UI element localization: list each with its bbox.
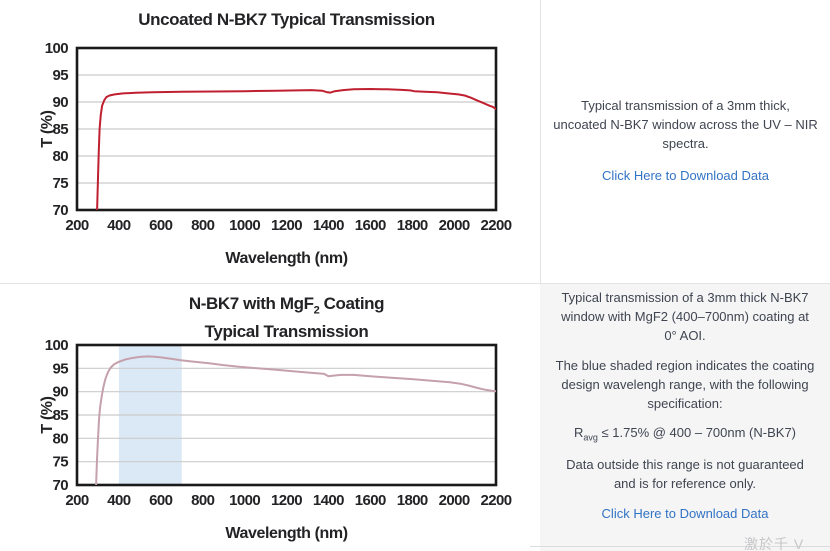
coated-title-part2: Coating <box>319 294 385 313</box>
coated-chart-title: N-BK7 with MgF2 Coating Typical Transmis… <box>77 293 496 342</box>
x-tick-label: 400 <box>107 217 130 234</box>
x-tick-label: 1800 <box>397 492 428 509</box>
x-tick-label: 1200 <box>271 492 302 509</box>
y-tick-label: 85 <box>53 121 69 138</box>
y-tick-label: 80 <box>53 430 69 447</box>
coating-spec: Ravg ≤ 1.75% @ 400 – 700nm (N-BK7) <box>574 424 796 445</box>
x-tick-label: 200 <box>65 492 88 509</box>
y-tick-label: 100 <box>45 340 68 354</box>
y-tick-label: 100 <box>45 40 68 57</box>
uncoated-download-link[interactable]: Click Here to Download Data <box>602 167 769 183</box>
y-tick-label: 70 <box>53 202 69 219</box>
x-tick-label: 1400 <box>313 492 344 509</box>
watermark-text: 激於千 V <box>744 536 805 551</box>
x-tick-label: 1600 <box>355 492 386 509</box>
x-tick-label: 1600 <box>355 217 386 234</box>
y-tick-label: 75 <box>53 454 69 471</box>
coated-title-part1: N-BK7 with MgF <box>188 294 314 313</box>
transmission-curve <box>95 355 496 485</box>
y-axis-label: T (%) <box>39 396 56 433</box>
plot-frame <box>75 46 498 212</box>
x-tick-label: 200 <box>65 217 88 234</box>
y-axis-label: T (%) <box>39 110 56 147</box>
y-tick-label: 95 <box>53 360 69 377</box>
reference-note: Data outside this range is not guarantee… <box>566 457 804 491</box>
uncoated-chart-panel: Uncoated N-BK7 Typical Transmission 70 75… <box>0 0 540 283</box>
x-tick-label: 1000 <box>229 492 260 509</box>
coated-title-line2: Typical Transmission <box>204 322 369 342</box>
spec-value: ≤ 1.75% @ 400 – 700nm (N-BK7) <box>597 425 796 441</box>
y-tick-label: 75 <box>53 175 69 192</box>
y-tick-label: 90 <box>53 94 69 111</box>
x-tick-label: 800 <box>191 492 214 509</box>
x-tick-label: 2200 <box>481 492 512 509</box>
uncoated-info-panel: Typical transmission of a 3mm thick, unc… <box>540 0 830 283</box>
y-tick-label: 80 <box>53 148 69 165</box>
x-tick-label: 2200 <box>481 217 512 234</box>
spec-subscript: avg <box>583 433 598 444</box>
plot-frame <box>75 343 498 487</box>
uncoated-chart-title: Uncoated N-BK7 Typical Transmission <box>138 10 435 29</box>
x-tick-label: 800 <box>191 217 214 234</box>
coated-chart-plot: 70 75 80 85 90 95 100 200 400 600 800 1000 1200 1400 1… <box>39 340 512 542</box>
footer-divider <box>530 546 830 547</box>
coated-download-link[interactable]: Click Here to Download Data <box>601 505 769 521</box>
y-tick-label: 90 <box>53 384 69 401</box>
x-tick-label: 1000 <box>229 217 260 234</box>
x-tick-label: 2000 <box>439 217 470 234</box>
x-tick-label: 1200 <box>271 217 302 234</box>
shaded-region-note: The blue shaded region indicates the coa… <box>555 357 815 411</box>
x-tick-label: 400 <box>107 492 130 509</box>
transmission-curve <box>96 88 496 210</box>
coated-description: Typical transmission of a 3mm thick N-BK… <box>561 290 809 344</box>
x-tick-label: 600 <box>149 217 172 234</box>
coated-info-panel: Typical transmission of a 3mm thick N-BK… <box>540 284 830 551</box>
spec-prefix: R <box>574 425 584 441</box>
y-tick-label: 85 <box>53 407 69 424</box>
y-tick-label: 70 <box>53 477 69 494</box>
row-divider <box>0 283 830 284</box>
x-axis-label: Wavelength (nm) <box>225 250 347 267</box>
uncoated-chart-plot: 70 75 80 85 90 95 100 200 400 600 800 1000 1200 1400 1… <box>39 40 512 267</box>
x-tick-label: 600 <box>149 492 172 509</box>
x-tick-label: 1800 <box>397 217 428 234</box>
coated-title-subscript: 2 <box>313 304 320 317</box>
coated-chart-panel: N-BK7 with MgF2 Coating Typical Transmis… <box>0 284 540 551</box>
y-tick-label: 95 <box>53 67 69 84</box>
uncoated-description: Typical transmission of a 3mm thick, unc… <box>553 98 818 151</box>
x-tick-label: 2000 <box>439 492 470 509</box>
x-axis-label: Wavelength (nm) <box>225 525 347 542</box>
x-tick-label: 1400 <box>313 217 344 234</box>
